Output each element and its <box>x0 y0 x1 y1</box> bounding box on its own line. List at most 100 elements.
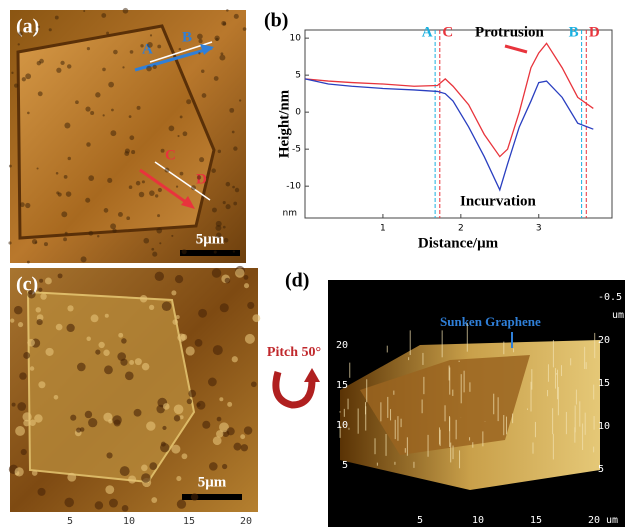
point-label: C <box>165 147 176 163</box>
texture-dot <box>55 171 59 175</box>
arrow <box>139 168 191 207</box>
plot-area <box>304 29 613 219</box>
arrow-head <box>304 368 320 382</box>
texture-dot <box>39 278 44 283</box>
y-tick-label: 10 <box>336 420 348 431</box>
texture-dot <box>186 398 193 405</box>
y-tick-label: 0 <box>295 108 301 118</box>
texture-dot <box>223 237 229 243</box>
panel-label: (d) <box>285 270 309 292</box>
texture-dot <box>53 394 59 400</box>
texture-dot <box>98 341 105 349</box>
axis-unit: um <box>612 310 624 321</box>
texture-dot <box>36 318 43 326</box>
texture-dot <box>186 99 192 105</box>
texture-dot <box>233 442 242 451</box>
texture-dot <box>95 349 101 355</box>
texture-dot <box>179 415 184 420</box>
texture-dot <box>124 371 134 381</box>
marker-label: B <box>569 24 579 40</box>
texture-dot <box>64 122 71 129</box>
annotation-arrow <box>504 44 528 54</box>
texture-dot <box>216 416 222 422</box>
texture-dot <box>240 444 249 452</box>
texture-dot <box>151 497 158 503</box>
texture-dot <box>240 434 246 440</box>
texture-dot <box>14 83 19 88</box>
texture-dot <box>233 201 238 206</box>
texture-dot <box>175 185 179 188</box>
texture-dot <box>122 66 125 69</box>
texture-dot <box>54 15 59 20</box>
texture-dot <box>112 415 122 425</box>
texture-dot <box>219 422 229 433</box>
x-tick-label: 5 <box>67 516 73 527</box>
texture-dot <box>29 366 35 371</box>
texture-dot <box>159 242 162 245</box>
texture-dot <box>212 436 222 446</box>
panel-label: (b) <box>264 10 288 32</box>
arrow-head <box>200 44 214 55</box>
texture-dot <box>185 346 195 356</box>
profile-line <box>154 161 211 201</box>
texture-dot <box>90 110 95 115</box>
texture-dot <box>8 241 12 245</box>
texture-dot <box>225 204 231 210</box>
texture-dot <box>11 402 16 407</box>
texture-dot <box>11 71 14 74</box>
texture-dot <box>43 242 48 247</box>
texture-dot <box>149 304 155 311</box>
texture-dot <box>138 191 145 198</box>
texture-dot <box>222 463 228 470</box>
texture-dot <box>152 251 158 257</box>
point-label: A <box>142 41 153 57</box>
texture-dot <box>128 475 137 484</box>
texture-dot <box>76 427 82 433</box>
texture-dot <box>95 92 101 98</box>
texture-dot <box>226 427 235 436</box>
texture-dot <box>160 441 166 447</box>
x-tick-label: 10 <box>472 515 484 526</box>
x-tick-label: 5 <box>417 515 423 526</box>
texture-dot <box>86 336 91 341</box>
texture-dot <box>215 232 222 239</box>
texture-dot <box>75 100 79 105</box>
texture-dot <box>104 313 109 318</box>
texture-dot <box>34 30 37 33</box>
texture-dot <box>29 419 36 426</box>
texture-dot <box>252 314 261 323</box>
texture-dot <box>35 307 41 313</box>
texture-dot <box>220 52 224 56</box>
texture-dot <box>151 247 155 251</box>
texture-dot <box>22 412 32 422</box>
texture-dot <box>37 25 40 28</box>
texture-dot <box>37 91 43 97</box>
z-tick-label: 15 <box>598 378 610 389</box>
x-tick-label: 10 <box>123 516 135 527</box>
texture-dot <box>197 33 203 40</box>
texture-dot <box>232 250 235 253</box>
texture-dot <box>112 228 117 233</box>
texture-dot <box>219 397 224 402</box>
texture-dot <box>141 464 148 472</box>
texture-dot <box>44 277 52 285</box>
texture-dot <box>14 467 24 477</box>
z-tick-label: 10 <box>598 421 610 432</box>
texture-dot <box>61 211 68 218</box>
x-tick-label: 15 <box>530 515 542 526</box>
texture-dot <box>106 31 110 35</box>
texture-dot <box>211 268 222 278</box>
texture-dot <box>140 44 144 48</box>
texture-dot <box>243 275 249 280</box>
x-tick-label: 15 <box>183 516 195 527</box>
texture-dot <box>219 54 226 61</box>
texture-dot <box>36 167 39 170</box>
texture-dot <box>84 410 93 419</box>
texture-dot <box>143 237 150 244</box>
texture-dot <box>38 287 43 292</box>
texture-dot <box>129 50 134 54</box>
texture-dot <box>45 347 54 356</box>
texture-dot <box>31 239 38 245</box>
x-tick-label: 20 <box>588 515 600 526</box>
